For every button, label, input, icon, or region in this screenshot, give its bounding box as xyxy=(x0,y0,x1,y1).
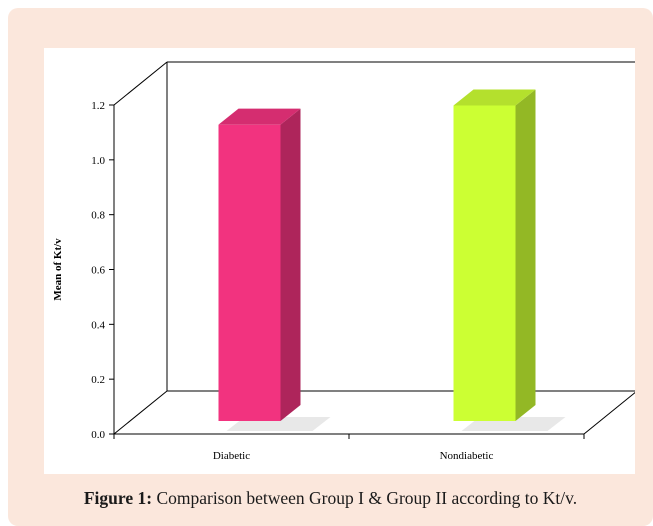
bar-front-face xyxy=(218,124,281,422)
y-tick-label: 0.6 xyxy=(91,265,105,277)
bar-top-face xyxy=(453,89,536,106)
bars xyxy=(218,89,566,431)
figure-caption: Figure 1: Comparison between Group I & G… xyxy=(8,488,653,509)
y-tick-label: 0.8 xyxy=(91,210,105,222)
y-tick-label: 1.0 xyxy=(91,155,105,167)
y-axis-title: Mean of Kt/v xyxy=(52,238,64,301)
floor-right-edge xyxy=(583,391,635,435)
chart-area: 0.0 0.2 0.4 0.6 0.8 1.0 1.2 Diabetic Nondiabeti… xyxy=(44,48,635,474)
x-category-label: Nondiabetic xyxy=(440,450,494,462)
bar-chart: 0.0 0.2 0.4 0.6 0.8 1.0 1.2 Diabetic Nondiabeti… xyxy=(52,61,635,462)
bar-top-face xyxy=(218,108,301,125)
figure-caption-text: Comparison between Group I & Group II ac… xyxy=(156,488,578,508)
bar-nondiabetic xyxy=(453,89,566,431)
side-wall-bottom-edge xyxy=(113,390,168,435)
y-axis-ticks: 0.0 0.2 0.4 0.6 0.8 1.0 1.2 xyxy=(91,100,585,441)
y-tick-label: 0.2 xyxy=(91,374,105,386)
bar-diabetic xyxy=(218,108,331,431)
chart-3d-frame xyxy=(113,61,635,435)
y-tick-label: 0.0 xyxy=(91,429,105,441)
bar-side-face xyxy=(515,89,536,421)
y-tick-label: 0.4 xyxy=(91,319,105,331)
x-axis-categories: Diabetic Nondiabetic xyxy=(213,450,494,462)
side-wall-top-edge xyxy=(113,61,168,106)
figure-card: 0.0 0.2 0.4 0.6 0.8 1.0 1.2 Diabetic Nondiabeti… xyxy=(8,8,653,526)
figure-caption-label: Figure 1: xyxy=(83,488,153,508)
bar-side-face xyxy=(280,108,301,422)
y-tick-label: 1.2 xyxy=(91,100,105,112)
x-category-label: Diabetic xyxy=(213,450,250,462)
bar-front-face xyxy=(453,105,516,421)
